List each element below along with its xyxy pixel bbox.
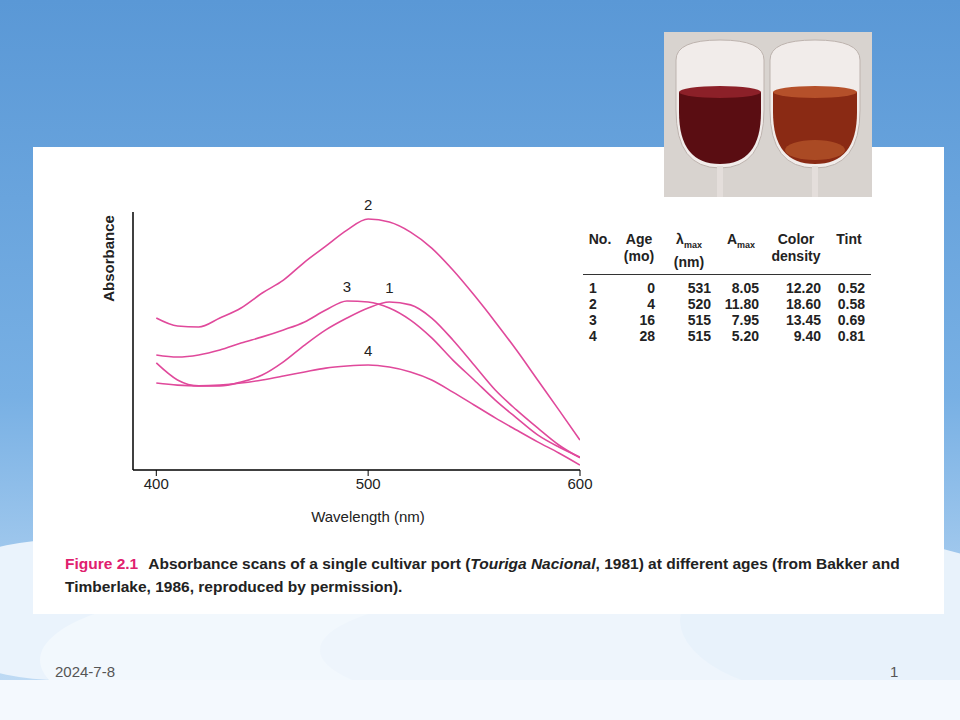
html-text:5.20: 5.20 <box>731 327 759 344</box>
html-text:1: 1 <box>890 663 899 680</box>
html-text:8.05: 8.05 <box>731 279 759 296</box>
html-text:4: 4 <box>589 327 597 344</box>
svg-text:4: 4 <box>364 342 372 359</box>
html-text:28: 28 <box>639 327 655 344</box>
svg-text:1: 1 <box>385 279 393 296</box>
html-text:λmax: λmax <box>676 231 702 250</box>
html-text:Absorbance scans of a single c: Absorbance scans of a single cultivar po… <box>65 555 900 595</box>
html-text:Absorbance: Absorbance <box>99 215 117 302</box>
html-text:0.81: 0.81 <box>837 327 865 344</box>
html-text:Color: Color <box>777 231 815 247</box>
html-text:4: 4 <box>647 295 655 312</box>
svg-text:600: 600 <box>567 475 592 492</box>
html-text:2024-7-8: 2024-7-8 <box>55 663 115 680</box>
html-text:9.40: 9.40 <box>793 327 821 344</box>
html-text:Age: Age <box>625 231 653 247</box>
html-text:No.: No. <box>588 231 612 247</box>
html-text:(mo): (mo) <box>623 248 655 264</box>
html-text:Tint: Tint <box>836 231 862 247</box>
html-text:0: 0 <box>647 279 655 296</box>
html-text:7.95: 7.95 <box>731 311 759 328</box>
html-text:0.69: 0.69 <box>837 311 865 328</box>
html-text:(nm): (nm) <box>673 253 705 270</box>
html-text:Wavelength (nm): Wavelength (nm) <box>311 508 425 525</box>
html-text:Figure 2.1: Figure 2.1 <box>65 555 139 572</box>
html-text:3: 3 <box>589 311 597 328</box>
html-text:515: 515 <box>687 311 711 328</box>
html-text:18.60: 18.60 <box>786 295 821 312</box>
svg-text:400: 400 <box>144 475 169 492</box>
html-text:0.58: 0.58 <box>837 295 865 312</box>
html-text:520: 520 <box>687 295 711 312</box>
html-text:531: 531 <box>687 279 711 296</box>
html-text:2: 2 <box>589 295 597 312</box>
html-text:515: 515 <box>687 327 711 344</box>
html-text:16: 16 <box>639 311 655 328</box>
svg-text:2: 2 <box>364 196 372 213</box>
html-text:0.52: 0.52 <box>837 279 865 296</box>
html-text:density: density <box>771 248 821 264</box>
html-text:Amax: Amax <box>726 231 756 250</box>
html-text:11.80: 11.80 <box>724 295 759 312</box>
html-text:1: 1 <box>589 279 597 296</box>
html-text:12.20: 12.20 <box>786 279 821 296</box>
svg-text:500: 500 <box>356 475 381 492</box>
html-text:13.45: 13.45 <box>786 311 821 328</box>
svg-text:3: 3 <box>343 278 351 295</box>
